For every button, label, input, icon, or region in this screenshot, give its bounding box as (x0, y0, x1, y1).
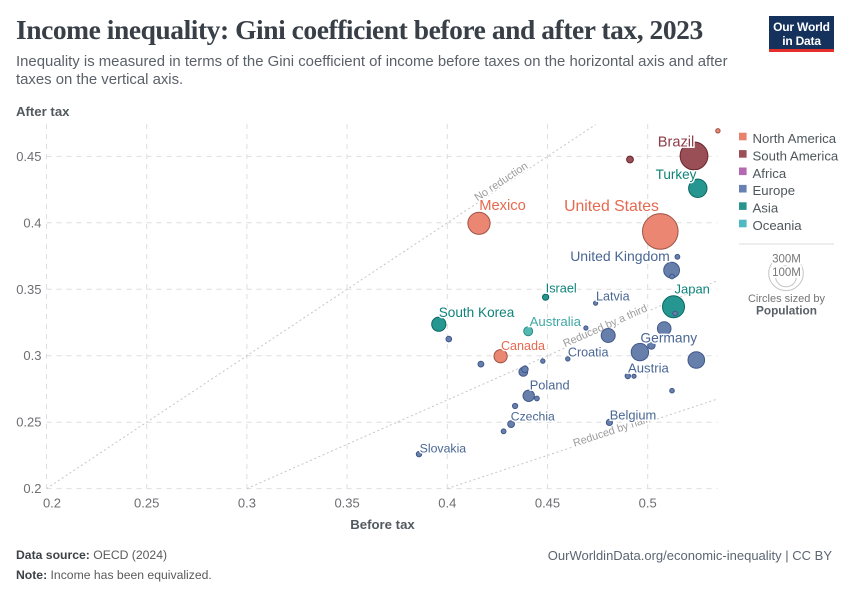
svg-text:Africa: Africa (753, 166, 787, 181)
svg-text:Australia: Australia (530, 314, 582, 329)
svg-text:0.4: 0.4 (23, 215, 41, 230)
svg-text:Poland: Poland (530, 377, 570, 392)
svg-text:Canada: Canada (501, 339, 545, 353)
svg-text:Mexico: Mexico (479, 198, 526, 214)
svg-text:0.45: 0.45 (16, 149, 41, 164)
svg-text:0.4: 0.4 (438, 496, 456, 511)
svg-text:Germany: Germany (640, 330, 697, 345)
svg-text:Asia: Asia (753, 201, 779, 216)
svg-text:0.2: 0.2 (23, 481, 41, 496)
svg-text:100M: 100M (772, 267, 801, 279)
svg-text:Europe: Europe (753, 183, 796, 198)
svg-text:North America: North America (753, 131, 837, 146)
svg-text:Oceania: Oceania (753, 218, 803, 233)
svg-text:0.5: 0.5 (639, 496, 657, 511)
svg-text:Japan: Japan (674, 281, 709, 296)
svg-text:300M: 300M (772, 254, 801, 266)
svg-text:Circles sized by: Circles sized by (748, 293, 826, 305)
svg-text:Turkey: Turkey (656, 167, 697, 182)
svg-text:0.35: 0.35 (334, 496, 359, 511)
svg-text:0.45: 0.45 (535, 496, 560, 511)
svg-text:After tax: After tax (16, 104, 70, 119)
svg-text:0.3: 0.3 (238, 496, 256, 511)
svg-text:Brazil: Brazil (658, 135, 695, 151)
svg-text:Slovakia: Slovakia (420, 442, 467, 456)
svg-text:Czechia: Czechia (511, 409, 555, 423)
svg-text:0.3: 0.3 (23, 348, 41, 363)
svg-text:Austria: Austria (628, 361, 669, 376)
svg-text:Population: Population (756, 304, 817, 318)
svg-text:United States: United States (564, 198, 659, 215)
svg-text:0.2: 0.2 (43, 496, 61, 511)
svg-text:Croatia: Croatia (568, 345, 609, 359)
svg-text:United Kingdom: United Kingdom (570, 248, 670, 264)
svg-text:Belgium: Belgium (610, 407, 657, 422)
svg-text:Before tax: Before tax (350, 517, 415, 532)
svg-text:0.25: 0.25 (134, 496, 159, 511)
svg-text:South America: South America (753, 148, 839, 163)
svg-text:0.35: 0.35 (16, 282, 41, 297)
svg-text:Latvia: Latvia (596, 289, 630, 303)
svg-text:Israel: Israel (546, 281, 577, 295)
svg-text:0.25: 0.25 (16, 415, 41, 430)
svg-text:South Korea: South Korea (439, 305, 515, 320)
